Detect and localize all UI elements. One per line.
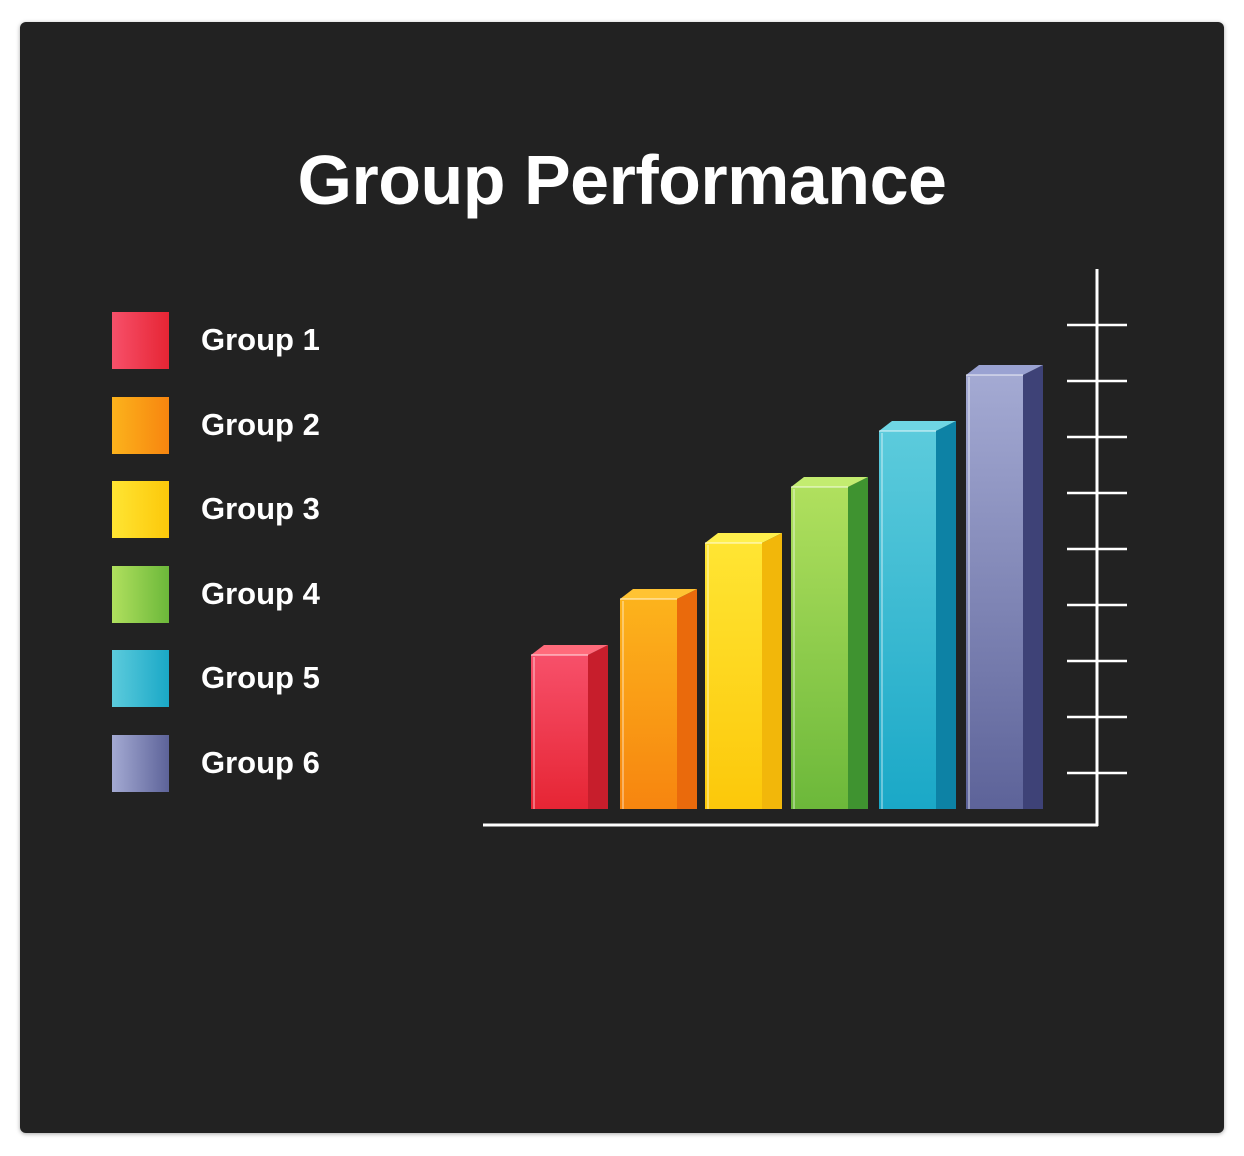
bar-1 <box>531 645 608 809</box>
bar-front <box>966 375 1023 809</box>
bar-top <box>791 477 868 487</box>
axes-layer <box>483 269 1127 827</box>
bar-front <box>879 431 936 809</box>
bars-layer <box>531 365 1043 809</box>
bar-side <box>1023 365 1043 809</box>
bar-4 <box>791 477 868 809</box>
bar-front <box>791 487 848 809</box>
bar-side <box>588 645 608 809</box>
bar-2 <box>620 589 697 809</box>
bar-front <box>705 543 762 809</box>
bar-front <box>531 655 588 809</box>
chart-title: Group Performance <box>297 141 947 219</box>
bar-6 <box>966 365 1043 809</box>
bar-3 <box>705 533 782 809</box>
bar-top <box>531 645 608 655</box>
bar-side <box>677 589 697 809</box>
bar-side <box>762 533 782 809</box>
bar-top <box>879 421 956 431</box>
bar-5 <box>879 421 956 809</box>
bar-front <box>620 599 677 809</box>
bar-top <box>620 589 697 599</box>
bar-side <box>848 477 868 809</box>
bar-side <box>936 421 956 809</box>
bar-top <box>966 365 1043 375</box>
bar-top <box>705 533 782 543</box>
